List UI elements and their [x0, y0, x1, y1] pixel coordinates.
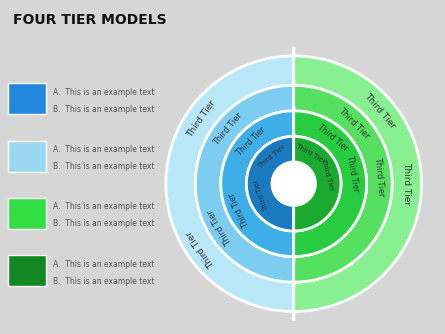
Bar — [8, 141, 46, 172]
Text: Third Tier: Third Tier — [337, 106, 372, 141]
Text: B.  This is an example text: B. This is an example text — [53, 277, 154, 286]
Text: Third Tier: Third Tier — [373, 156, 385, 196]
Text: Third Tier: Third Tier — [253, 179, 270, 212]
Text: Third Tier: Third Tier — [185, 99, 217, 139]
Text: Third Tier: Third Tier — [185, 228, 217, 269]
Text: Third Tier: Third Tier — [227, 191, 251, 227]
Polygon shape — [294, 106, 367, 262]
Text: Third Tier: Third Tier — [316, 123, 349, 153]
Bar — [8, 255, 46, 287]
Polygon shape — [294, 133, 341, 234]
Text: B.  This is an example text: B. This is an example text — [53, 219, 154, 228]
Text: FOUR TIER MODELS: FOUR TIER MODELS — [13, 13, 167, 27]
Text: Third Tier: Third Tier — [212, 111, 244, 147]
Text: Third Tier: Third Tier — [320, 158, 334, 192]
Text: A.  This is an example text: A. This is an example text — [53, 145, 154, 154]
Text: Third Tier: Third Tier — [345, 154, 360, 192]
Polygon shape — [294, 47, 421, 320]
Polygon shape — [221, 106, 294, 262]
Text: A.  This is an example text: A. This is an example text — [53, 202, 154, 211]
Bar — [8, 198, 46, 229]
Text: Third Tier: Third Tier — [235, 125, 267, 157]
Text: Third Tier: Third Tier — [402, 162, 411, 205]
Text: Third Tier: Third Tier — [295, 143, 327, 165]
Text: Third Tier: Third Tier — [257, 144, 286, 170]
Polygon shape — [294, 78, 392, 289]
Text: A.  This is an example text: A. This is an example text — [53, 88, 154, 97]
Polygon shape — [195, 78, 294, 289]
Text: A.  This is an example text: A. This is an example text — [53, 260, 154, 269]
Polygon shape — [166, 47, 294, 320]
Bar — [8, 83, 46, 115]
Polygon shape — [247, 133, 294, 234]
Circle shape — [272, 162, 315, 205]
Text: Third Tier: Third Tier — [206, 207, 234, 246]
Text: B.  This is an example text: B. This is an example text — [53, 105, 154, 114]
Text: Third Tier: Third Tier — [363, 92, 398, 130]
Text: B.  This is an example text: B. This is an example text — [53, 162, 154, 171]
